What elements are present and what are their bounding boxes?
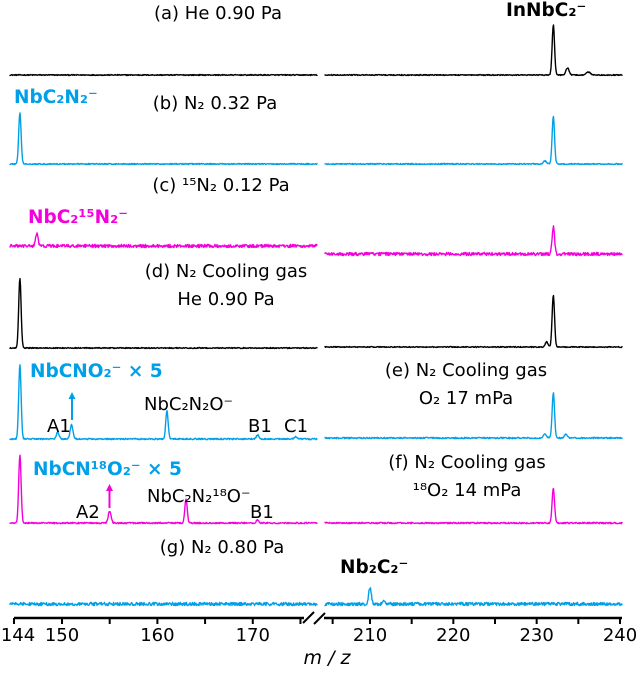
- x-tick-label-210: 210: [352, 625, 388, 646]
- peak-label-NbC2N2-18O: NbC₂N₂¹⁸O⁻: [147, 486, 251, 507]
- peak-label-B1-panel-f: B1: [250, 502, 274, 523]
- axis-break-mark: [302, 611, 326, 625]
- peak-label-NbCN18O2-x5: NbCN¹⁸O₂⁻ × 5: [33, 459, 182, 480]
- trace-panel-d-segment-left: [9, 277, 318, 350]
- arrow-head-icon: [106, 484, 113, 491]
- peak-label-NbC2-15N2: NbC₂¹⁵N₂⁻: [28, 207, 128, 228]
- trace-panel-e-segment-left: [9, 364, 318, 441]
- panel-f-condition-label: (f) N₂ Cooling gas: [388, 452, 546, 473]
- x-axis-label: m / z: [303, 647, 351, 669]
- trace-panel-g-segment-right: [324, 587, 623, 607]
- x-tick-label-144: 144: [0, 625, 36, 646]
- trace-panel-f-segment-left: [9, 454, 318, 525]
- peak-label-NbC2N2: NbC₂N₂⁻: [14, 87, 98, 108]
- trace-panel-b-segment-right: [324, 115, 623, 166]
- panel-e-condition-label-line2: O₂ 17 mPa: [418, 388, 514, 409]
- arrow-head-icon: [68, 392, 76, 399]
- peak-label-InNbC2: InNbC₂⁻: [506, 0, 587, 21]
- trace-panel-g-segment-left: [9, 601, 318, 607]
- trace-panel-f-segment-right: [324, 487, 623, 525]
- x-tick-label-220: 220: [436, 625, 471, 646]
- trace-panel-a-segment-left: [9, 73, 318, 77]
- x-tick-label-170: 170: [235, 625, 270, 646]
- peak-label-B1-panel-e: B1: [248, 416, 272, 437]
- trace-panel-c-segment-right: [324, 225, 623, 257]
- panel-d-condition-label-line2: He 0.90 Pa: [177, 289, 275, 310]
- panel-a-condition-label: (a) He 0.90 Pa: [153, 3, 282, 24]
- panel-c-condition-label: (c) ¹⁵N₂ 0.12 Pa: [152, 175, 290, 196]
- panel-f-condition-label-line2: ¹⁸O₂ 14 mPa: [412, 480, 522, 501]
- panel-e-condition-label: (e) N₂ Cooling gas: [384, 360, 548, 381]
- peak-label-A1: A1: [47, 416, 71, 437]
- panel-d-condition-label: (d) N₂ Cooling gas: [144, 261, 308, 282]
- panel-g-condition-label: (g) N₂ 0.80 Pa: [159, 537, 285, 558]
- trace-panel-e-segment-right: [324, 392, 623, 440]
- trace-panel-d-segment-right: [324, 294, 623, 349]
- peak-label-NbCNO2-x5: NbCNO₂⁻ × 5: [30, 361, 163, 382]
- panel-b-condition-label: (b) N₂ 0.32 Pa: [152, 93, 278, 114]
- peak-label-NbC2N2O: NbC₂N₂O⁻: [144, 394, 234, 415]
- x-tick-label-230: 230: [519, 625, 554, 646]
- trace-panel-b-segment-left: [9, 112, 318, 166]
- trace-panel-a-segment-right: [324, 24, 623, 77]
- peak-label-A2: A2: [76, 502, 100, 523]
- trace-panel-c-segment-left: [9, 232, 318, 249]
- peak-label-Nb2C2: Nb₂C₂⁻: [340, 557, 409, 578]
- peak-label-C1: C1: [284, 416, 309, 437]
- x-tick-label-240: 240: [602, 625, 638, 646]
- x-tick-label-160: 160: [140, 625, 175, 646]
- x-tick-label-150: 150: [44, 625, 80, 646]
